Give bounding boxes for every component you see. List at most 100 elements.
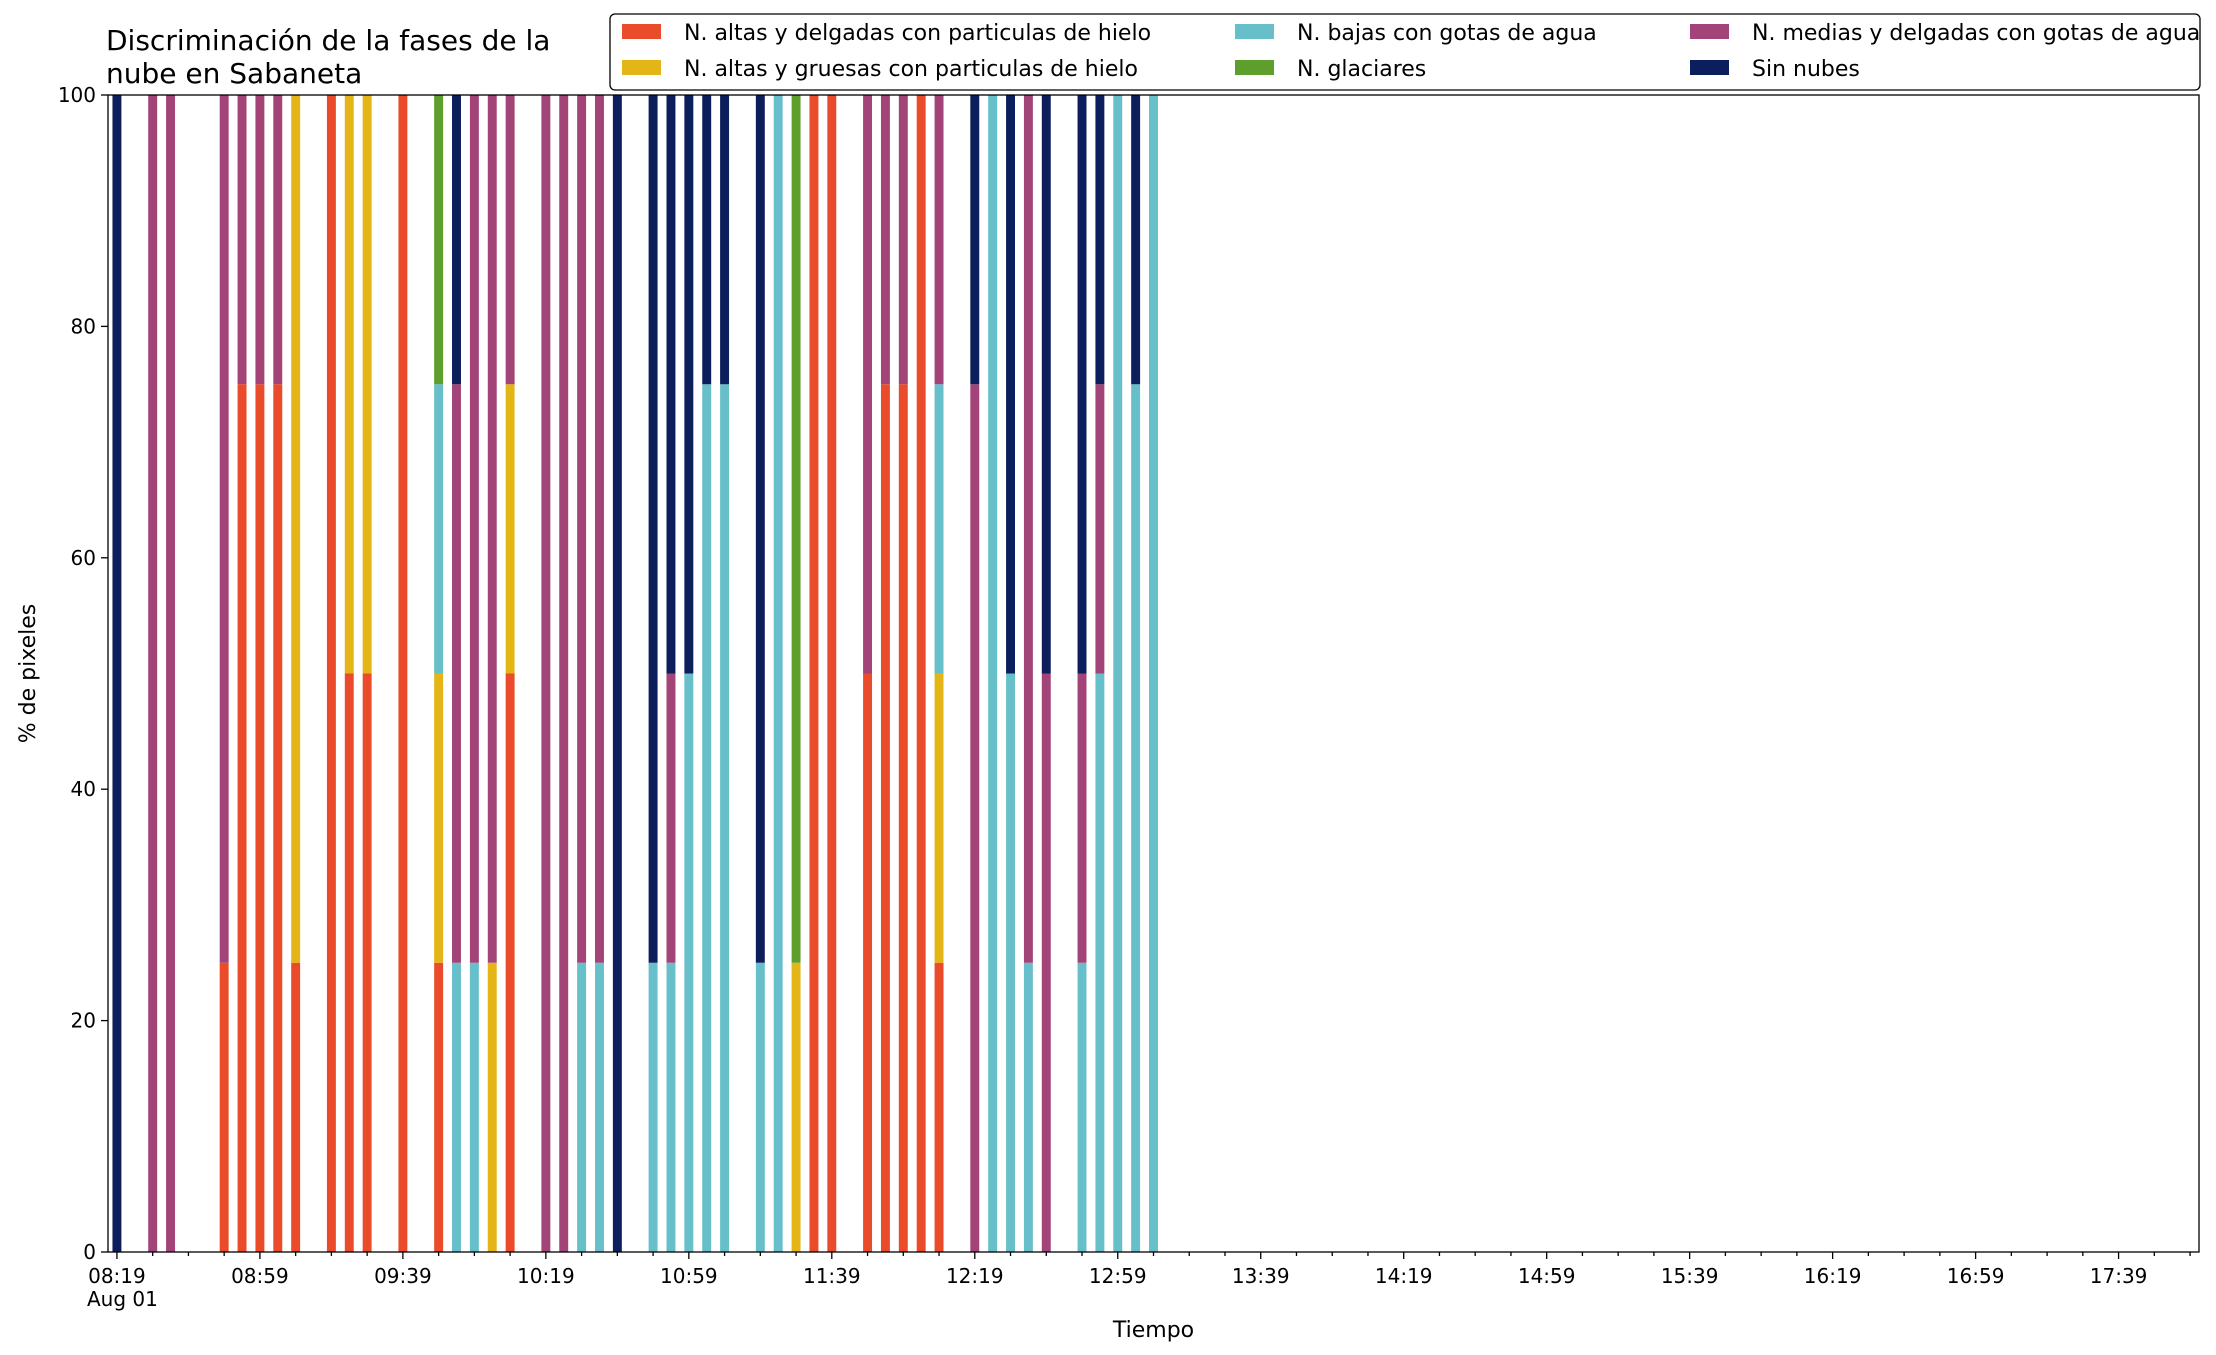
bar-segment — [148, 95, 158, 1252]
bar-segment — [1077, 95, 1087, 674]
bar-segment — [970, 384, 980, 1252]
bar-segment — [595, 95, 604, 963]
y-tick-label: 60 — [71, 546, 96, 570]
bar-segment — [577, 962, 587, 1252]
bar-segment — [702, 95, 712, 385]
bar-segment — [344, 673, 354, 1252]
bar-segment — [1131, 95, 1141, 385]
bar-segment — [237, 384, 247, 1252]
bar-segment — [326, 95, 336, 1252]
x-tick-label: 14:19 — [1375, 1264, 1433, 1288]
bar-segment — [934, 673, 944, 963]
x-tick-label: 10:59 — [660, 1264, 718, 1288]
bar-segment — [1041, 673, 1051, 1252]
bar-segment — [720, 384, 730, 1252]
bar-segment — [273, 384, 283, 1252]
bar-segment — [1095, 384, 1105, 674]
bar-segment — [452, 95, 461, 385]
bar-segment — [237, 95, 247, 385]
legend-label: N. altas y gruesas con particulas de hie… — [684, 57, 1138, 82]
x-tick-label: 14:59 — [1518, 1264, 1576, 1288]
x-tick-label: 10:19 — [517, 1264, 575, 1288]
bar-segment — [648, 95, 658, 963]
bar-segment — [1041, 95, 1051, 674]
y-tick-label: 80 — [71, 314, 96, 338]
bar-segment — [344, 95, 354, 674]
legend-label: N. medias y delgadas con gotas de agua — [1752, 21, 2200, 46]
y-tick-label: 0 — [83, 1240, 96, 1264]
bar-segment — [559, 95, 569, 1252]
bar-segment — [720, 95, 730, 385]
bar-segment — [577, 95, 587, 963]
bar-segment — [434, 962, 444, 1252]
bar-segment — [362, 95, 372, 674]
bar-layer — [112, 95, 1158, 1252]
legend-swatch — [1690, 60, 1729, 75]
bar-segment — [934, 95, 944, 385]
x-tick-label: 17:39 — [2090, 1264, 2148, 1288]
bar-segment — [1095, 95, 1105, 385]
bar-segment — [1149, 95, 1158, 1252]
bar-segment — [916, 95, 926, 1252]
legend: N. altas y delgadas con particulas de hi… — [609, 13, 2201, 91]
bar-segment — [791, 95, 801, 963]
bar-segment — [898, 95, 908, 385]
bar-segment — [219, 95, 229, 963]
chart-title-line: nube en Sabaneta — [106, 57, 362, 90]
y-tick-label: 20 — [71, 1009, 96, 1033]
bar-segment — [666, 95, 676, 674]
bar-segment — [755, 95, 765, 963]
bar-segment — [166, 95, 176, 1252]
bar-segment — [612, 95, 622, 1252]
legend-swatch — [1690, 24, 1729, 39]
bar-segment — [505, 95, 515, 385]
bar-segment — [1006, 95, 1015, 674]
bar-segment — [469, 962, 479, 1252]
bar-segment — [880, 95, 890, 385]
bar-segment — [1077, 673, 1087, 963]
x-tick-label: 12:19 — [946, 1264, 1004, 1288]
x-tick-label: 11:39 — [803, 1264, 861, 1288]
bar-segment — [398, 95, 408, 1252]
bar-segment — [684, 673, 694, 1252]
bar-segment — [255, 95, 265, 385]
bar-segment — [505, 673, 515, 1252]
bar-segment — [291, 95, 301, 963]
bar-segment — [1095, 673, 1105, 1252]
bar-segment — [666, 962, 676, 1252]
bar-segment — [291, 962, 301, 1252]
legend-label: N. altas y delgadas con particulas de hi… — [684, 21, 1151, 46]
x-tick-label: 16:19 — [1804, 1264, 1862, 1288]
bar-segment — [541, 95, 551, 1252]
bar-segment — [434, 384, 444, 674]
bar-segment — [434, 673, 444, 963]
bar-segment — [809, 95, 819, 1252]
x-tick-label: 15:39 — [1661, 1264, 1719, 1288]
bar-segment — [773, 95, 783, 1252]
x-tick-label: 16:59 — [1947, 1264, 2005, 1288]
bar-segment — [863, 95, 873, 674]
bar-segment — [1131, 384, 1141, 1252]
bar-segment — [487, 962, 497, 1252]
legend-swatch — [622, 60, 661, 75]
bar-segment — [648, 962, 658, 1252]
legend-swatch — [1235, 24, 1274, 39]
legend-label: N. bajas con gotas de agua — [1297, 21, 1597, 46]
bar-segment — [452, 962, 461, 1252]
bar-segment — [898, 384, 908, 1252]
bar-segment — [469, 95, 479, 963]
y-axis-label: % de pixeles — [16, 604, 41, 743]
bar-segment — [702, 384, 712, 1252]
bar-segment — [452, 384, 461, 963]
bar-segment — [934, 384, 944, 674]
bar-segment — [1077, 962, 1087, 1252]
bar-segment — [1023, 95, 1033, 963]
legend-label: Sin nubes — [1752, 57, 1860, 82]
bar-segment — [934, 962, 944, 1252]
bar-segment — [505, 384, 515, 674]
x-axis-label: Tiempo — [1112, 1318, 1194, 1343]
legend-frame — [609, 13, 2201, 91]
